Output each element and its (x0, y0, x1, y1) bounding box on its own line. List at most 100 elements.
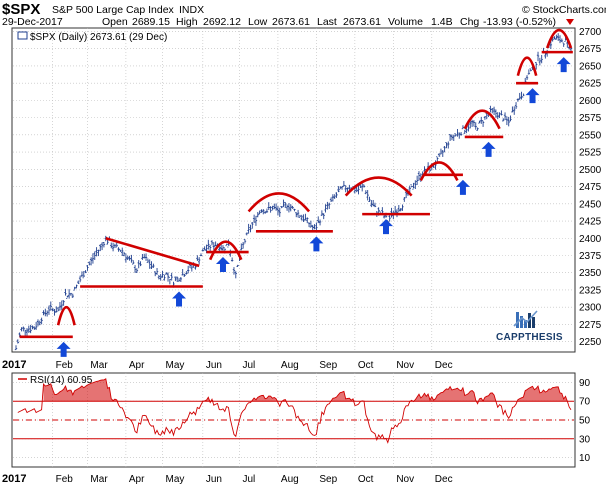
index-name: S&P 500 Large Cap Index (52, 4, 175, 16)
price-tick-label: 2325 (579, 285, 602, 296)
open-label: Open (102, 16, 128, 28)
price-tick-label: 2700 (579, 27, 602, 38)
price-grid (13, 28, 574, 352)
price-tick-label: 2400 (579, 234, 602, 245)
month-tick-label: Oct (358, 474, 374, 485)
rsi-line (17, 378, 572, 444)
month-tick-label: Feb (56, 360, 74, 371)
price-tick-label: 2525 (579, 148, 602, 159)
month-tick-label: Aug (281, 474, 299, 485)
price-tick-label: 2350 (579, 268, 602, 279)
chg-value: -13.93 (-0.52%) (483, 16, 556, 28)
month-tick-label: Nov (396, 474, 414, 485)
volume-label: Volume (388, 16, 423, 28)
rsi-tick-label: 50 (579, 416, 591, 427)
year-tick-label: 2017 (2, 473, 26, 485)
month-tick-label: Jul (242, 474, 255, 485)
rsi-tick-label: 30 (579, 434, 591, 445)
chart-annotations (19, 28, 573, 357)
month-tick-label: Mar (90, 360, 108, 371)
price-tick-label: 2450 (579, 199, 602, 210)
price-tick-label: 2250 (579, 337, 602, 348)
up-arrow-icon (556, 57, 571, 73)
price-tick-label: 2650 (579, 61, 602, 72)
last-value: 2673.61 (343, 16, 381, 28)
up-arrow-icon (455, 179, 470, 195)
month-tick-label: May (166, 474, 185, 485)
price-tick-label: 2600 (579, 96, 602, 107)
month-tick-label: Jun (206, 360, 222, 371)
up-arrow-icon (172, 291, 187, 307)
resistance-arc (247, 192, 311, 213)
month-tick-label: Jul (242, 360, 255, 371)
price-legend: $SPX (Daily) 2673.61 (29 Dec) (30, 32, 167, 43)
up-arrow-icon (379, 219, 393, 235)
price-tick-label: 2275 (579, 320, 602, 331)
up-arrow-icon (481, 141, 496, 157)
legend-swatch-icon (17, 31, 28, 40)
falling-trendline (105, 237, 200, 268)
month-tick-label: Apr (129, 474, 145, 485)
month-tick-label: Apr (129, 360, 145, 371)
rsi-lines (13, 378, 574, 444)
year-tick-label: 2017 (2, 359, 26, 371)
price-tick-label: 2375 (579, 251, 602, 262)
price-time-axis: Feb Mar Apr May Jun Jul Aug Sep Oct Nov Dec 2017 (2, 359, 453, 371)
open-value: 2689.15 (132, 16, 170, 28)
rsi-legend: RSI(14) 60.95 (30, 375, 93, 386)
month-tick-label: Nov (396, 360, 414, 371)
price-tick-label: 2500 (579, 165, 602, 176)
stockcharts-watermark: © StockCharts.com (522, 4, 606, 16)
price-panel (11, 27, 576, 353)
rsi-tick-label: 10 (579, 453, 591, 464)
exchange-label: INDX (179, 4, 204, 16)
up-arrow-icon (215, 257, 230, 273)
chart-symbol: $SPX (2, 1, 40, 18)
month-tick-label: Feb (56, 474, 74, 485)
low-value: 2673.61 (272, 16, 310, 28)
low-label: Low (248, 16, 268, 28)
price-tick-label: 2625 (579, 79, 602, 90)
resistance-arc (463, 109, 501, 130)
price-bars (14, 33, 573, 351)
resistance-arc (516, 56, 538, 76)
price-tick-label: 2300 (579, 303, 602, 314)
last-label: Last (317, 16, 337, 28)
rsi-overbought-fill (43, 378, 570, 402)
month-tick-label: Sep (319, 360, 337, 371)
price-tick-label: 2475 (579, 182, 602, 193)
month-tick-label: Mar (90, 474, 108, 485)
price-tick-label: 2675 (579, 44, 602, 55)
month-tick-label: Oct (358, 360, 374, 371)
volume-value: 1.4B (431, 16, 453, 28)
price-axis-labels: 2250 2275 2300 2325 2350 2375 2400 2425 2450 2475… (579, 27, 602, 348)
price-tick-label: 2575 (579, 113, 602, 124)
high-label: High (176, 16, 198, 28)
month-tick-label: Dec (435, 360, 453, 371)
month-tick-label: Dec (435, 474, 453, 485)
rsi-time-axis: Feb Mar Apr May Jun Jul Aug Sep Oct Nov Dec 2017 (2, 473, 453, 485)
rsi-tick-label: 90 (579, 378, 591, 389)
month-tick-label: Jun (206, 474, 222, 485)
logo-text: CAPPTHESIS (496, 332, 563, 343)
resistance-arc (545, 28, 573, 49)
month-tick-label: May (166, 360, 185, 371)
up-arrow-icon (309, 236, 324, 252)
quote-date: 29-Dec-2017 (2, 16, 63, 28)
resistance-arc (344, 176, 413, 197)
down-triangle-icon (566, 19, 574, 25)
price-tick-label: 2425 (579, 217, 602, 228)
month-tick-label: Sep (319, 474, 337, 485)
resistance-arc (208, 240, 243, 261)
capp-thesis-logo: CAPPTHESIS (496, 310, 563, 343)
price-tick-label: 2550 (579, 130, 602, 141)
high-value: 2692.12 (203, 16, 241, 28)
month-tick-label: Aug (281, 360, 299, 371)
up-arrow-icon (525, 88, 540, 104)
up-arrow-icon (56, 341, 71, 357)
rsi-axis-labels: 10 30 50 70 90 (579, 378, 591, 464)
rsi-tick-label: 70 (579, 397, 591, 408)
resistance-arc (56, 305, 76, 326)
chg-label: Chg (460, 16, 479, 28)
